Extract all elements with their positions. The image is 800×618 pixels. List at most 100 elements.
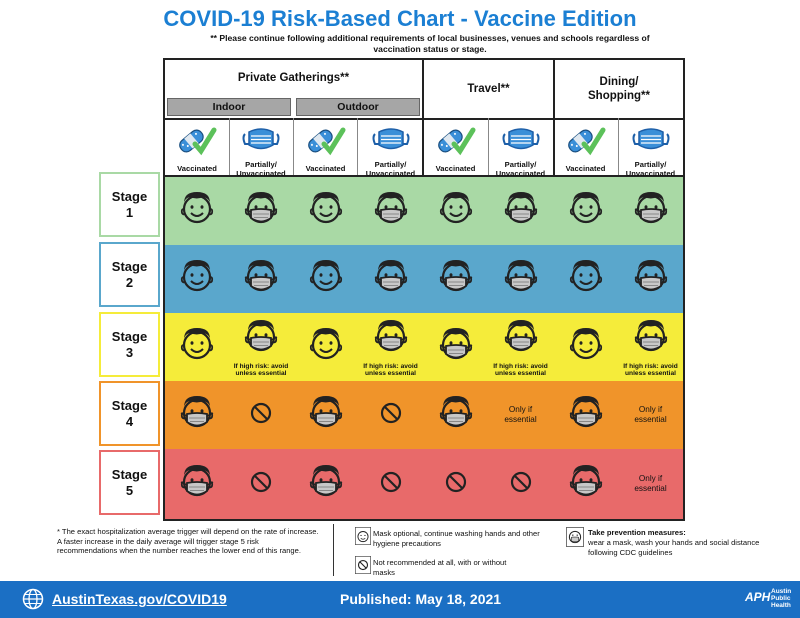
grid-cell	[165, 449, 229, 519]
grid-cell	[165, 245, 229, 313]
aph-text: Austin Public Health	[771, 588, 792, 609]
divider	[333, 524, 334, 576]
cell-note: If high risk: avoid unless essential	[233, 362, 289, 378]
grid-cell: If high risk: avoid unless essential	[358, 313, 423, 381]
smile-face-icon	[567, 325, 605, 370]
stage-row: Only if essential Only if essential	[165, 381, 683, 449]
masked-face-icon	[502, 317, 540, 362]
grid-cell	[488, 245, 553, 313]
divider	[229, 118, 230, 175]
stage-label: Stage	[111, 188, 148, 204]
prohibited-icon	[249, 470, 273, 499]
stage-number: 2	[125, 274, 134, 290]
covid19-link[interactable]: AustinTexas.gov/COVID19	[52, 591, 227, 607]
divider	[165, 175, 683, 177]
stage-number: 4	[125, 413, 134, 429]
vaccine-check-icon	[306, 124, 346, 164]
column-label: Partially/ Unvaccinated	[625, 160, 676, 178]
vaccine-check-icon	[307, 127, 345, 156]
vaccine-check-icon	[437, 127, 475, 156]
masked-face-icon	[502, 189, 540, 234]
aph-logo: APH Austin Public Health	[745, 585, 795, 615]
face-mask-icon	[371, 124, 411, 160]
stage-label: Stage	[111, 397, 148, 413]
column-header-unvaccinated: Partially/ Unvaccinated	[618, 120, 683, 178]
stage-label-box: Stage 1	[99, 172, 160, 237]
grid-cell	[293, 313, 358, 381]
divider	[165, 118, 683, 120]
stage-label: Stage	[111, 328, 148, 344]
cell-note: Only if essential	[634, 474, 667, 493]
stage-row	[165, 245, 683, 313]
face-mask-icon	[632, 128, 669, 150]
grid-cell	[358, 381, 423, 449]
grid-cell: If high risk: avoid unless essential	[488, 313, 553, 381]
smile-face-icon	[178, 325, 216, 370]
grid-cell	[293, 449, 358, 519]
grid-cell	[618, 177, 683, 245]
grid-cell: If high risk: avoid unless essential	[618, 313, 683, 381]
column-label: Vaccinated	[435, 164, 476, 173]
column-header-unvaccinated: Partially/ Unvaccinated	[229, 120, 293, 178]
masked-face-icon	[567, 462, 605, 507]
grid-cell	[553, 313, 618, 381]
header-travel: Travel**	[467, 83, 510, 95]
grid-cell	[553, 245, 618, 313]
column-header-vaccinated: Vaccinated	[423, 120, 488, 175]
grid-cell	[229, 177, 293, 245]
grid-cell	[553, 449, 618, 519]
masked-face-icon	[242, 317, 280, 362]
grid-cell	[293, 245, 358, 313]
smile-face-icon	[178, 189, 216, 234]
stage-row	[165, 177, 683, 245]
smile-face-icon	[307, 257, 345, 302]
stage-label-box: Stage 4	[99, 381, 160, 446]
stage-label-box: Stage 3	[99, 312, 160, 377]
divider	[357, 118, 358, 175]
cell-note: Only if essential	[504, 405, 537, 424]
column-label: Partially/ Unvaccinated	[236, 160, 286, 178]
stage-row: Only if essential	[165, 449, 683, 519]
column-header-vaccinated: Vaccinated	[165, 120, 229, 175]
masked-face-icon	[632, 317, 670, 362]
column-label: Vaccinated	[565, 164, 606, 173]
grid-cell	[488, 449, 553, 519]
cell-note: If high risk: avoid unless essential	[363, 362, 418, 378]
page-title: COVID-19 Risk-Based Chart - Vaccine Edit…	[163, 6, 637, 31]
cell-note: Only if essential	[634, 405, 667, 424]
smile-face-icon	[307, 325, 345, 370]
masked-face-icon	[307, 393, 345, 438]
smile-face-icon	[437, 189, 475, 234]
grid-cell	[293, 381, 358, 449]
legend-optional: Mask optional, continue washing hands an…	[373, 529, 540, 548]
prohibited-icon	[379, 470, 403, 499]
stage-number: 3	[125, 344, 134, 360]
column-header-unvaccinated: Partially/ Unvaccinated	[488, 120, 553, 178]
legend-prevention-body: wear a mask, wash your hands and social …	[588, 538, 760, 557]
masked-face-icon	[502, 257, 540, 302]
vaccine-check-icon	[177, 124, 217, 164]
grid-cell	[553, 381, 618, 449]
header-dining-shopping: Dining/ Shopping**	[588, 76, 650, 102]
face-mask-icon	[501, 124, 541, 160]
divider	[293, 118, 294, 175]
divider	[488, 118, 489, 175]
grid-cell	[488, 177, 553, 245]
grid-cell	[423, 449, 488, 519]
prohibited-icon	[509, 470, 533, 499]
grid-cell	[423, 381, 488, 449]
cell-note: If high risk: avoid unless essential	[623, 362, 678, 378]
masked-face-icon	[372, 189, 410, 234]
grid-cell	[358, 177, 423, 245]
aph-mark: APH	[745, 590, 771, 604]
subnote: ** Please continue following additional …	[210, 33, 650, 54]
face-mask-icon	[241, 124, 281, 160]
column-label: Vaccinated	[177, 164, 217, 173]
masked-face-icon	[307, 462, 345, 507]
face-mask-icon	[372, 128, 409, 150]
smile-face-icon	[567, 189, 605, 234]
legend-not-recommended: Not recommended at all, with or without …	[373, 558, 507, 577]
stage-label-box: Stage 5	[99, 450, 160, 515]
prohibited-icon	[355, 556, 371, 579]
grid-cell	[293, 177, 358, 245]
